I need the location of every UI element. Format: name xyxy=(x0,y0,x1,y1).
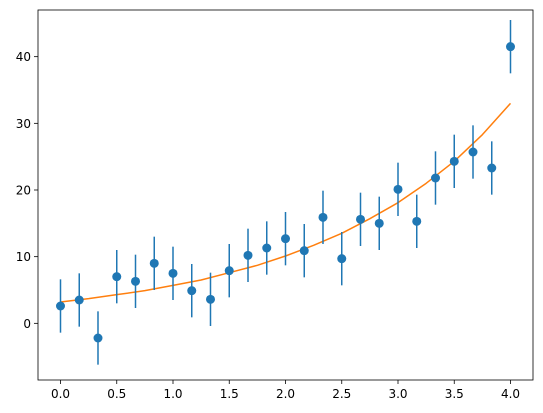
y-tick-label: 10 xyxy=(16,250,31,264)
x-tick-label: 0.0 xyxy=(51,387,70,401)
x-tick-label: 4.0 xyxy=(501,387,520,401)
axis-layer: 0.0 0.5 1.0 1.5 2.0 2.5 3.0 3.5 4.0 0 10 20 30 40 xyxy=(16,50,520,401)
data-point xyxy=(74,295,84,305)
data-point xyxy=(337,254,347,264)
data-point xyxy=(468,147,478,157)
data-point xyxy=(262,243,272,253)
x-tick-label: 1.0 xyxy=(163,387,182,401)
data-point xyxy=(243,250,253,260)
plot-frame xyxy=(37,9,534,381)
data-point xyxy=(449,156,459,166)
data-point xyxy=(299,246,309,256)
y-tick-label: 30 xyxy=(16,117,31,131)
plot-background xyxy=(38,10,533,380)
data-point xyxy=(224,266,234,276)
x-tick-label: 1.5 xyxy=(220,387,239,401)
x-tick-label: 0.5 xyxy=(107,387,126,401)
data-point xyxy=(149,258,159,268)
x-tick-label: 3.0 xyxy=(388,387,407,401)
x-tick-label: 2.0 xyxy=(276,387,295,401)
y-tick-label: 40 xyxy=(16,50,31,64)
y-tick-label: 0 xyxy=(23,317,31,331)
data-point xyxy=(487,163,497,173)
x-tick-label: 2.5 xyxy=(332,387,351,401)
data-point xyxy=(374,218,384,228)
data-point xyxy=(356,214,366,224)
data-point xyxy=(93,333,103,343)
data-point xyxy=(393,184,403,194)
data-point xyxy=(112,272,122,282)
data-point xyxy=(506,42,515,52)
data-point xyxy=(430,173,440,183)
y-tick-label: 20 xyxy=(16,184,31,198)
data-point xyxy=(187,286,197,296)
data-point xyxy=(131,276,141,286)
data-layer xyxy=(56,20,515,365)
data-point xyxy=(412,216,422,226)
x-tick-label: 3.5 xyxy=(445,387,464,401)
data-point xyxy=(56,301,65,311)
data-point xyxy=(318,212,328,222)
data-point xyxy=(205,294,215,304)
data-point xyxy=(168,268,178,278)
data-point xyxy=(281,234,290,244)
